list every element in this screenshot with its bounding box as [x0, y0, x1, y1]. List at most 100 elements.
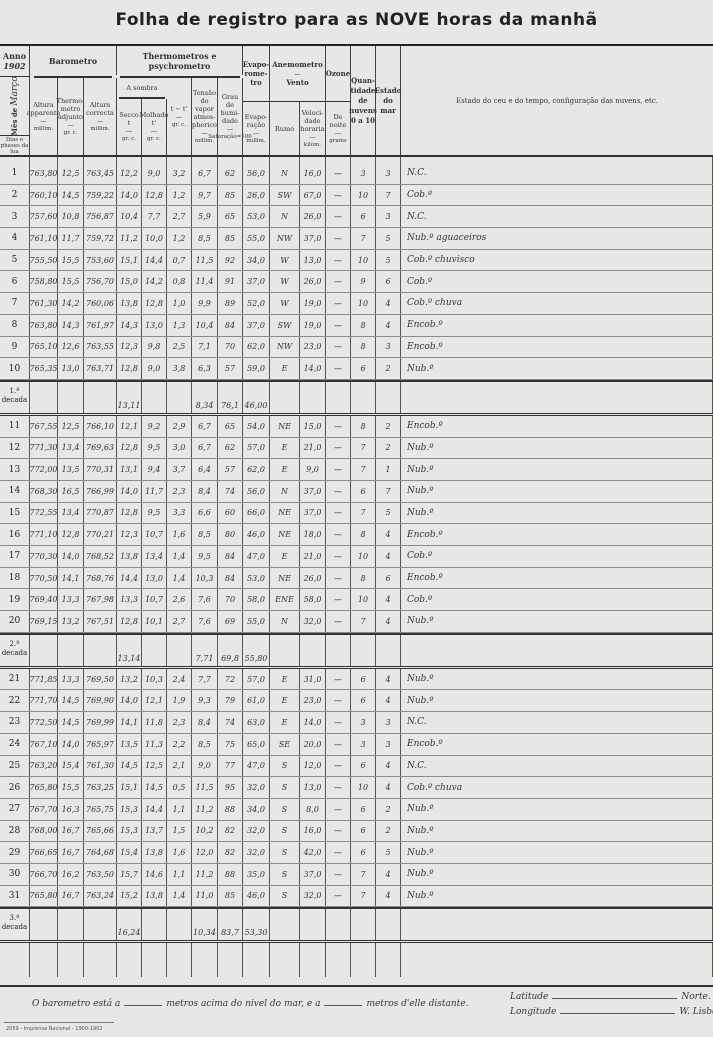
ozone-cell: — [326, 668, 351, 690]
thermometro-adjunto-cell: 12,5 [58, 163, 84, 184]
estado-ceu-cell: Nub.º [401, 611, 713, 632]
empty-cell [300, 909, 326, 941]
de-noite-header: De noite — grams [326, 102, 351, 155]
altura-correcta-cell: 769,99 [84, 712, 117, 733]
estado-mar-cell: 4 [376, 777, 401, 798]
day-cell: 27 [0, 798, 30, 820]
vento-velocidade-cell: 26,0 [300, 206, 326, 228]
molhado-cell: 12,8 [142, 293, 167, 314]
secco-cell: 13,5 [117, 733, 142, 755]
empty-cell [243, 157, 270, 163]
day-row: 21 771,85 13,3 769,50 13,2 10,3 2,4 7,7 72 57,0 E 3… [0, 668, 713, 691]
day-row: 18 770,50 14,1 768,76 14,4 13,0 1,4 10,3 84 53,0 N… [0, 567, 713, 590]
thermometro-adjunto-cell: 13,0 [58, 358, 84, 379]
estado-ceu-cell: Nub.º [401, 358, 713, 379]
unit: Saturação=100 [208, 133, 252, 140]
unit: millim. [33, 125, 54, 132]
tensao-cell: 9,0 [192, 755, 218, 777]
estado-ceu-cell: Cob.º [401, 589, 713, 611]
anno-label: Anno [2, 51, 27, 61]
empty-cell [0, 157, 30, 163]
vento-rumo-cell: NE [270, 567, 300, 589]
thermometro-adjunto-cell: 14,5 [58, 690, 84, 712]
evaporacao-cell: 62,0 [243, 459, 270, 480]
altura-correcta-cell: 766,10 [84, 415, 117, 437]
estado-ceu-cell: Nub.º aguaceiros [401, 228, 713, 249]
empty-cell [401, 909, 713, 941]
vento-velocidade-cell: 16,0 [300, 163, 326, 184]
vento-rumo-cell: E [270, 546, 300, 567]
diff-cell: 1,2 [167, 184, 192, 206]
vento-velocidade-cell: 32,0 [300, 885, 326, 907]
vento-velocidade-cell: 14,0 [300, 712, 326, 733]
thermometro-adjunto-cell: 14,0 [58, 733, 84, 755]
ozone-cell: — [326, 546, 351, 567]
quantidade-nuvens-cell: 7 [351, 611, 376, 632]
grau-humidade-cell: 82 [218, 820, 243, 842]
day-cell: 8 [0, 314, 30, 336]
empty-cell [326, 381, 351, 413]
estado-mar-cell: 4 [376, 589, 401, 611]
secco-cell: 13,8 [117, 546, 142, 567]
estado-ceu-cell: Encob.º [401, 524, 713, 545]
grau-humidade-cell: 57 [218, 358, 243, 379]
empty-cell [30, 909, 58, 941]
vento-velocidade-cell: 42,0 [300, 842, 326, 863]
molhado-cell: 13,4 [142, 546, 167, 567]
grau-humidade-cell: 75 [218, 733, 243, 755]
decade-summary-row: 3.ª decada 16,24 10,34 83,7 53,30 [0, 907, 713, 944]
decade-vapor-mean: 7,71 [192, 634, 218, 666]
grau-humidade-cell: 84 [218, 567, 243, 589]
estado-mar-cell: 5 [376, 249, 401, 271]
thermometro-adjunto-cell: 14,0 [58, 546, 84, 567]
estado-mar-cell: 7 [376, 480, 401, 502]
empty-cell [351, 381, 376, 413]
empty-cell [351, 943, 376, 978]
day-row: 15 772,55 13,4 770,87 12,8 9,5 3,3 6,6 60 66,0 NE 3… [0, 502, 713, 525]
day-cell: 3 [0, 206, 30, 228]
tensao-cell: 8,5 [192, 524, 218, 545]
vento-velocidade-cell: 31,0 [300, 668, 326, 690]
thermometro-adjunto-cell: 15,5 [58, 271, 84, 293]
estado-mar-cell: 5 [376, 502, 401, 524]
evaporacao-cell: 52,0 [243, 293, 270, 314]
molhado-cell: 10,7 [142, 524, 167, 545]
diff-cell: 2,1 [167, 755, 192, 777]
decade-t-mean: 13,14 [117, 634, 142, 666]
altura-apparente-cell: 770,50 [30, 567, 58, 589]
thermometro-adjunto-cell: 11,7 [58, 228, 84, 249]
estado-mar-cell: 4 [376, 524, 401, 545]
ozone-cell: — [326, 611, 351, 632]
thermometro-adjunto-cell: 14,3 [58, 314, 84, 336]
altura-correcta-cell: 753,60 [84, 249, 117, 271]
secco-cell: 15,4 [117, 842, 142, 863]
estado-mar-cell: 2 [376, 415, 401, 437]
day-row: 22 771,70 14,5 769,90 14,0 12,1 1,9 9,3 79 61,0 E 2… [0, 690, 713, 713]
decade-label: 3.ª decada [0, 909, 30, 941]
day-row: 29 766,65 16,7 764,68 15,4 13,8 1,6 12,0 82 32,0 S… [0, 842, 713, 864]
estado-ceu-cell: Nub.º [401, 480, 713, 502]
diff-cell: 1,4 [167, 885, 192, 907]
vento-velocidade-cell: 20,0 [300, 733, 326, 755]
diff-cell: 1,6 [167, 524, 192, 545]
day-row: 19 769,40 13,3 767,98 13,3 10,7 2,6 7,6 70 58,0 EN… [0, 589, 713, 612]
molhado-cell: 12,8 [142, 184, 167, 206]
evaporacao-cell: 54,0 [243, 415, 270, 437]
altura-apparente-cell: 772,50 [30, 712, 58, 733]
diff-cell: 3,0 [167, 437, 192, 459]
quantidade-nuvens-header: Quan-tidade de nuvens 0 a 10 [349, 46, 377, 155]
molhado-cell: 11,8 [142, 712, 167, 733]
grau-humidade-cell: 84 [218, 314, 243, 336]
evaporacao-cell: 65,0 [243, 733, 270, 755]
vento-rumo-cell: NE [270, 524, 300, 545]
ozone-cell: — [326, 163, 351, 184]
estado-ceu-cell: Cob.º chuva [401, 777, 713, 798]
altura-correcta-cell: 767,98 [84, 589, 117, 611]
molhado-cell: 12,1 [142, 690, 167, 712]
diff-cell: 2,9 [167, 415, 192, 437]
unit: millim. [194, 137, 215, 144]
empty-cell [142, 634, 167, 666]
vento-velocidade-cell: 13,0 [300, 249, 326, 271]
altura-correcta-cell: 763,71 [84, 358, 117, 379]
evaporacao-cell: 32,0 [243, 777, 270, 798]
